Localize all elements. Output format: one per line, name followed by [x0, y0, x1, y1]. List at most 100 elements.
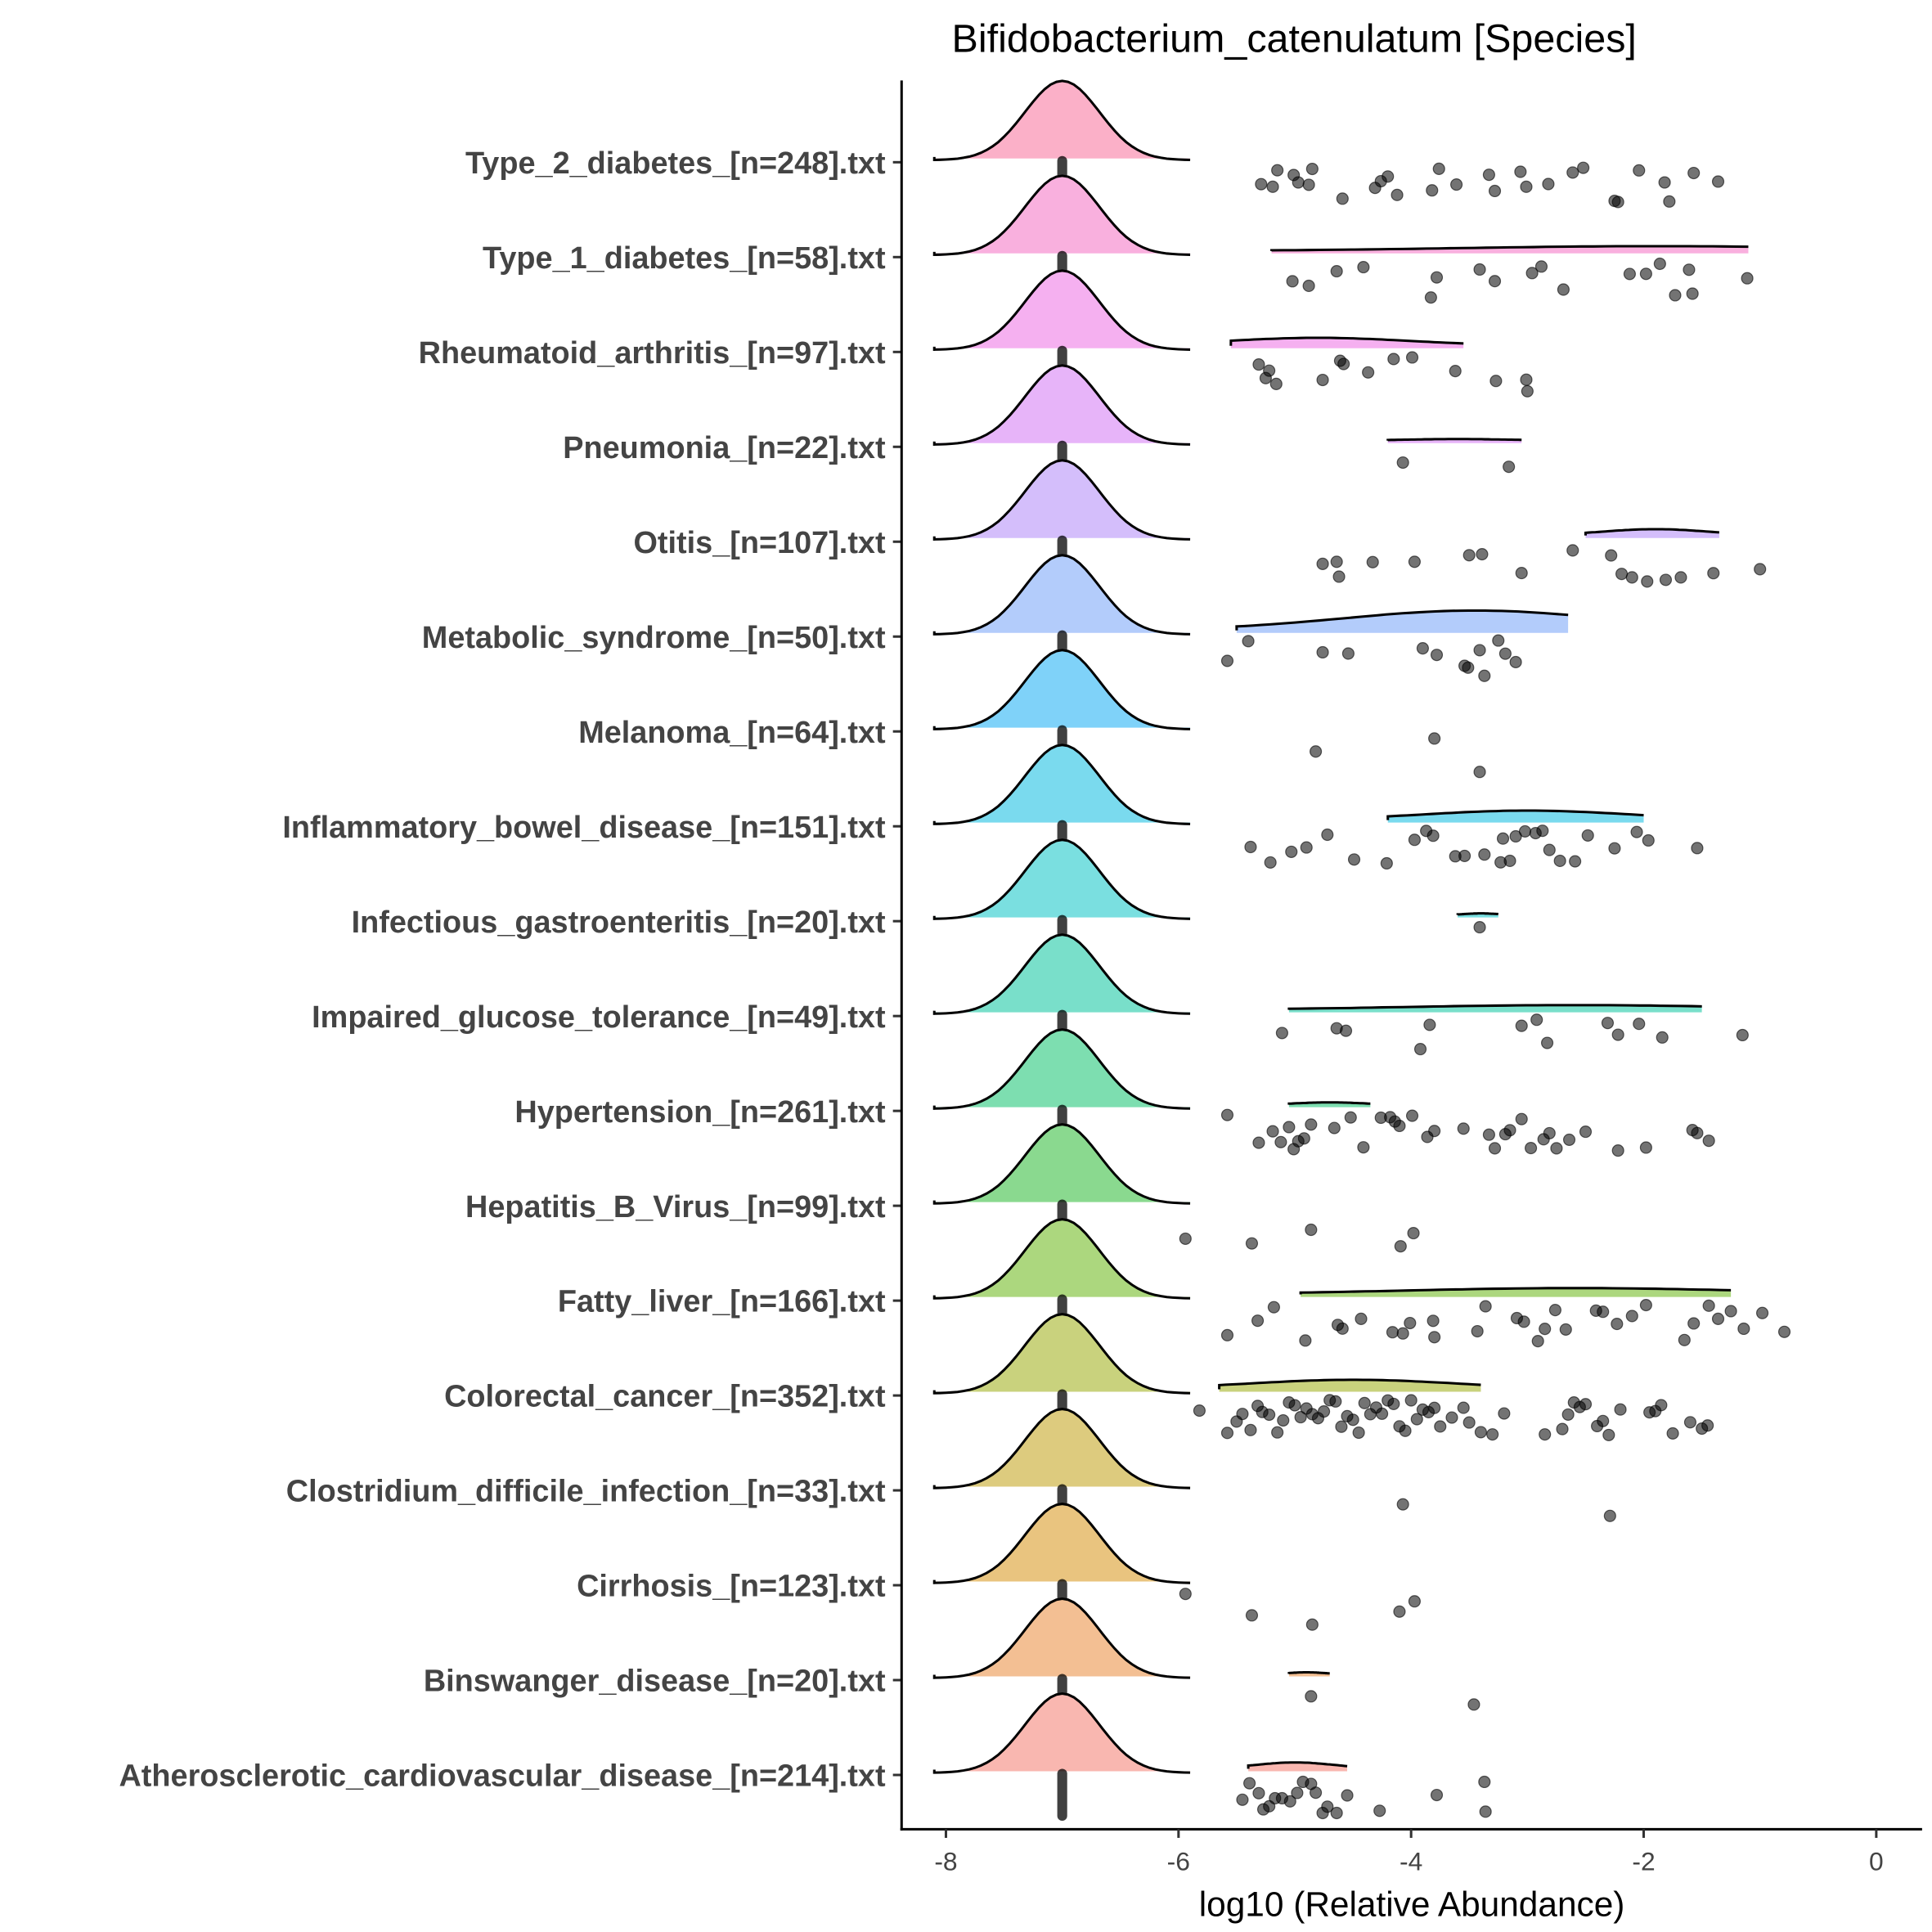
data-point [1520, 180, 1533, 193]
density-secondary-outline [1386, 809, 1644, 820]
data-point [1462, 1416, 1476, 1429]
data-point [1611, 1144, 1624, 1157]
data-point [1263, 364, 1276, 377]
data-point [1663, 195, 1676, 208]
data-point [1267, 1301, 1280, 1314]
data-point [1687, 166, 1701, 180]
data-point [1478, 1775, 1491, 1789]
density-secondary-outline [1287, 1101, 1371, 1105]
data-point [1471, 1324, 1484, 1338]
data-point [1702, 1134, 1715, 1148]
data-point [1321, 828, 1334, 842]
data-point [1391, 188, 1404, 201]
density-secondary-outline [1218, 1378, 1481, 1390]
density-secondary-outline [1456, 912, 1498, 916]
density-main-outline [932, 933, 1191, 1015]
data-point [1577, 161, 1590, 174]
data-point [1399, 1424, 1412, 1437]
data-point [1242, 635, 1255, 648]
data-point [1305, 162, 1319, 176]
data-point [1515, 567, 1528, 580]
data-point [1344, 1111, 1357, 1124]
data-point [1318, 1405, 1331, 1418]
x-tick-label: -4 [1400, 1846, 1422, 1876]
ridge-row: Type_2_diabetes_[n=248].txt [465, 79, 1725, 209]
data-point [1462, 549, 1476, 562]
data-point [1299, 1334, 1312, 1347]
data-point [1292, 176, 1305, 189]
data-point [1669, 289, 1682, 302]
density-main-outline [932, 1028, 1191, 1110]
data-point [1514, 165, 1527, 178]
data-point [1741, 272, 1754, 285]
data-point [1310, 1786, 1323, 1799]
data-point [1266, 180, 1279, 193]
data-point [1602, 1428, 1615, 1441]
data-point [1330, 555, 1343, 568]
density-secondary [1236, 610, 1569, 633]
density-main [934, 555, 1191, 635]
density-secondary [1271, 246, 1749, 254]
density-main-outline [932, 1313, 1191, 1395]
data-point [1702, 1299, 1715, 1312]
density-main-outline [932, 1218, 1191, 1300]
ridge-row: Hypertension_[n=261].txt [514, 1028, 1715, 1157]
density-main [934, 365, 1191, 445]
data-point [1686, 287, 1699, 300]
data-point [1236, 1793, 1249, 1806]
data-point [1579, 1398, 1593, 1411]
density-main-outline [932, 1123, 1191, 1205]
x-tick-label: 0 [1869, 1846, 1884, 1876]
density-main-outline [932, 459, 1191, 541]
data-point [1457, 1401, 1470, 1414]
data-point [1476, 547, 1489, 561]
density-secondary [1288, 1004, 1702, 1013]
data-point [1321, 1800, 1334, 1813]
data-point [1473, 921, 1486, 934]
data-point [1543, 843, 1556, 856]
data-point [1633, 164, 1646, 177]
density-main [934, 1219, 1191, 1299]
data-point [1737, 1322, 1750, 1336]
density-main [934, 649, 1191, 730]
data-point [1271, 164, 1284, 177]
data-point [1432, 162, 1445, 175]
ridge-row: Impaired_glucose_tolerance_[n=49].txt [312, 933, 1749, 1063]
data-point [1428, 1331, 1441, 1344]
data-point [1236, 1408, 1249, 1421]
data-point [1302, 178, 1315, 191]
x-tick-label: -8 [934, 1846, 957, 1876]
data-point [1380, 856, 1393, 870]
y-tick-label: Fatty_liver_[n=166].txt [558, 1285, 886, 1319]
data-point [1736, 1028, 1749, 1042]
density-main-outline [932, 554, 1191, 636]
density-main [934, 1693, 1191, 1773]
data-point [1336, 192, 1349, 205]
data-point [1701, 1419, 1714, 1432]
data-point [1543, 1126, 1556, 1139]
data-point [1489, 375, 1503, 388]
data-point [1269, 377, 1283, 390]
data-point [1625, 1310, 1638, 1323]
data-point [1707, 567, 1720, 580]
data-point [1611, 1318, 1624, 1331]
data-point [1478, 848, 1491, 861]
data-point [1601, 1017, 1615, 1030]
data-point [1404, 1394, 1418, 1407]
density-main [934, 175, 1191, 255]
data-point [1243, 1777, 1256, 1790]
data-point [1445, 1411, 1458, 1424]
ridge-row: Hepatitis_B_Virus_[n=99].txt [465, 1123, 1420, 1253]
data-point [1305, 1690, 1318, 1703]
ridge-row: Binswanger_disease_[n=20].txt [424, 1597, 1480, 1727]
data-point [1579, 1126, 1593, 1139]
density-secondary-outline [1299, 1287, 1732, 1295]
data-point [1473, 766, 1486, 779]
data-point [1754, 563, 1767, 576]
data-point [1394, 1240, 1407, 1253]
data-point [1479, 1300, 1492, 1313]
ridge-row: Inflammatory_bowel_disease_[n=151].txt [282, 744, 1704, 873]
data-point [1396, 1327, 1409, 1340]
density-main [934, 744, 1191, 824]
data-point [1611, 195, 1624, 209]
